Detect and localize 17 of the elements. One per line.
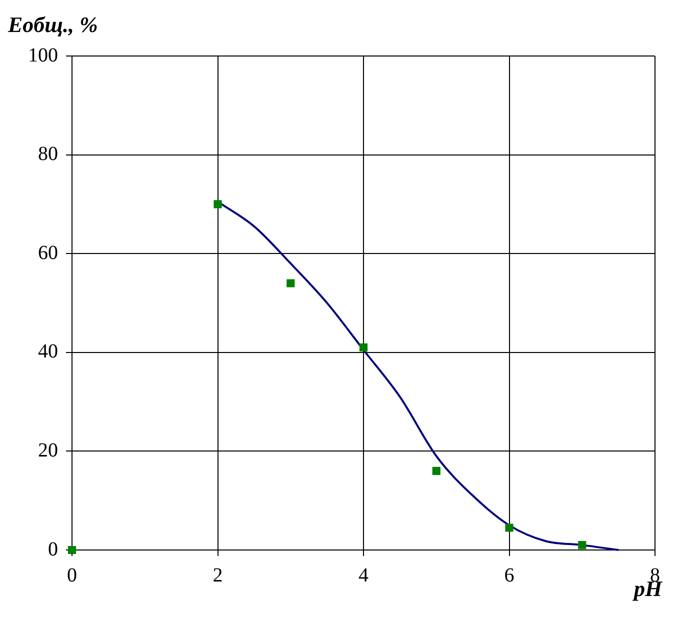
y-tick-label: 0 — [48, 538, 58, 560]
x-tick-label: 0 — [67, 564, 77, 586]
y-tick-label: 20 — [38, 439, 58, 462]
y-tick-label: 60 — [38, 242, 58, 264]
x-tick-label: 6 — [504, 564, 514, 586]
x-tick-label: 4 — [358, 564, 368, 586]
x-tick-label: 2 — [212, 564, 223, 586]
point — [286, 279, 295, 288]
y-tick-label: 40 — [38, 340, 58, 363]
point — [214, 200, 222, 208]
y-axis-title: Еобщ., % — [8, 12, 98, 38]
y-tick-label: 100 — [28, 44, 58, 66]
point — [432, 466, 440, 475]
y-tick-label: 80 — [38, 143, 58, 166]
point — [505, 524, 514, 532]
point — [578, 541, 586, 550]
point — [359, 343, 368, 352]
